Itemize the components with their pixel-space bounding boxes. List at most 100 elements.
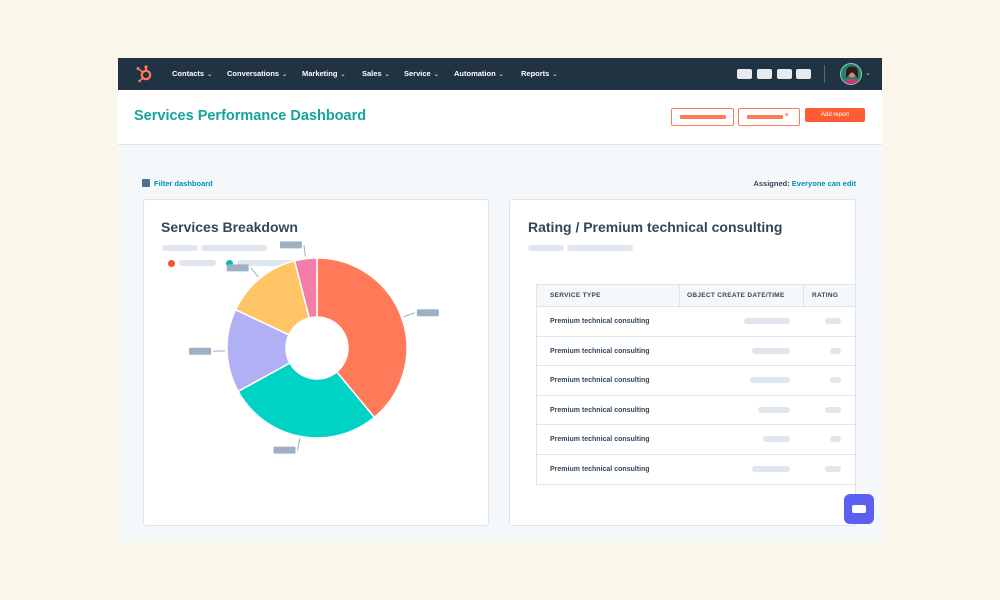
table-header-row: SERVICE TYPE OBJECT CREATE DATE/TIME RAT… bbox=[537, 285, 855, 306]
slice-leader-line bbox=[303, 244, 306, 257]
subtitle-placeholder bbox=[201, 245, 267, 251]
table-row[interactable]: Premium technical consulting bbox=[537, 335, 855, 366]
date-cell-placeholder bbox=[752, 347, 790, 354]
table-row[interactable]: Premium technical consulting bbox=[537, 394, 855, 425]
rating-cell-placeholder bbox=[825, 406, 841, 413]
chevron-down-icon: ⌄ bbox=[498, 72, 504, 78]
table-row[interactable]: Premium technical consulting bbox=[537, 453, 855, 484]
assigned-label: Assigned: bbox=[753, 179, 790, 188]
donut-slice[interactable] bbox=[234, 259, 311, 336]
nav-divider bbox=[824, 65, 825, 83]
assigned-info: Assigned: Everyone can edit bbox=[753, 179, 856, 188]
services-donut-chart[interactable] bbox=[144, 200, 489, 526]
subtitle-placeholder bbox=[528, 245, 564, 251]
nav-item-label: Reports bbox=[521, 69, 550, 78]
actions-button[interactable] bbox=[671, 108, 734, 126]
legend-label-placeholder bbox=[237, 260, 299, 266]
service-type-cell: Premium technical consulting bbox=[550, 347, 650, 355]
table-row[interactable]: Premium technical consulting bbox=[537, 306, 855, 336]
nav-item-conversations[interactable]: Conversations ⌄ bbox=[227, 58, 287, 90]
date-cell-placeholder bbox=[744, 318, 790, 324]
chat-bubble-icon[interactable] bbox=[844, 494, 874, 524]
avatar[interactable] bbox=[840, 63, 862, 85]
slice-leader-line bbox=[297, 438, 301, 451]
page-title: Services Performance Dashboard bbox=[134, 108, 367, 124]
service-type-cell: Premium technical consulting bbox=[550, 465, 650, 473]
legend-dot bbox=[226, 260, 233, 267]
rating-cell-placeholder bbox=[825, 465, 841, 472]
nav-item-service[interactable]: Service ⌄ bbox=[404, 58, 439, 90]
rating-cell-placeholder bbox=[830, 436, 841, 443]
nav-utility-button[interactable] bbox=[737, 69, 752, 79]
slice-label-placeholder bbox=[279, 241, 302, 249]
slice-label-placeholder bbox=[189, 347, 212, 355]
button-label-placeholder bbox=[680, 115, 726, 119]
chevron-down-icon[interactable]: ⌄ bbox=[865, 70, 871, 77]
date-cell-placeholder bbox=[763, 436, 790, 443]
donut-slice[interactable] bbox=[237, 361, 376, 439]
donut-slice[interactable] bbox=[316, 257, 408, 419]
slice-leader-line bbox=[403, 312, 416, 318]
rating-cell-placeholder bbox=[830, 347, 841, 354]
nav-utility-button[interactable] bbox=[796, 69, 811, 79]
nav-item-label: Contacts bbox=[172, 69, 205, 78]
service-type-cell: Premium technical consulting bbox=[550, 436, 650, 444]
nav-item-automation[interactable]: Automation ⌄ bbox=[454, 58, 504, 90]
nav-item-label: Service bbox=[404, 69, 431, 78]
filter-icon bbox=[142, 179, 150, 187]
column-header-service-type[interactable]: SERVICE TYPE bbox=[550, 292, 601, 299]
legend-dot bbox=[168, 260, 175, 267]
service-type-cell: Premium technical consulting bbox=[550, 377, 650, 385]
date-cell-placeholder bbox=[758, 406, 790, 413]
chevron-down-icon: ⌄ bbox=[207, 72, 213, 78]
slice-label-placeholder bbox=[273, 446, 296, 454]
chevron-down-icon: ⌄ bbox=[433, 72, 439, 78]
chevron-down-icon: ⌄ bbox=[384, 72, 390, 78]
table-row[interactable]: Premium technical consulting bbox=[537, 424, 855, 454]
table-row[interactable]: Premium technical consulting bbox=[537, 365, 855, 395]
add-report-button[interactable]: Add report bbox=[805, 108, 865, 122]
sprocket-logo-icon[interactable] bbox=[135, 65, 155, 83]
button-label-placeholder bbox=[747, 115, 783, 119]
nav-item-sales[interactable]: Sales ⌄ bbox=[362, 58, 390, 90]
chat-bubble-glyph bbox=[852, 505, 866, 513]
service-type-cell: Premium technical consulting bbox=[550, 318, 650, 325]
user-avatar-icon bbox=[844, 66, 860, 84]
nav-item-label: Marketing bbox=[302, 69, 338, 78]
rating-cell-placeholder bbox=[825, 318, 841, 324]
chevron-down-icon: ⌄ bbox=[552, 72, 558, 78]
top-navigation-bar: Contacts ⌄ Conversations ⌄ Marketing ⌄ Sale… bbox=[118, 58, 882, 90]
chevron-down-icon: ⌄ bbox=[340, 72, 346, 78]
caret-down-icon: ▾ bbox=[785, 112, 789, 119]
dashboard-header: Services Performance Dashboard ▾ Add rep… bbox=[118, 90, 882, 145]
nav-item-label: Automation bbox=[454, 69, 496, 78]
column-divider bbox=[679, 285, 680, 306]
nav-item-reports[interactable]: Reports ⌄ bbox=[521, 58, 557, 90]
donut-slice[interactable] bbox=[293, 257, 318, 319]
filter-label: Filter dashboard bbox=[154, 179, 213, 188]
nav-item-label: Sales bbox=[362, 69, 382, 78]
rating-cell-placeholder bbox=[830, 377, 841, 384]
filter-dashboard-link[interactable]: Filter dashboard bbox=[142, 179, 213, 188]
nav-item-marketing[interactable]: Marketing ⌄ bbox=[302, 58, 345, 90]
card-title: Services Breakdown bbox=[161, 219, 298, 235]
assigned-value-link[interactable]: Everyone can edit bbox=[791, 179, 856, 188]
column-header-create-date[interactable]: OBJECT CREATE DATE/TIME bbox=[687, 292, 785, 299]
nav-item-label: Conversations bbox=[227, 69, 280, 78]
nav-item-contacts[interactable]: Contacts ⌄ bbox=[172, 58, 212, 90]
nav-utility-button[interactable] bbox=[777, 69, 792, 79]
subtitle-placeholder bbox=[567, 245, 633, 251]
slice-leader-line bbox=[250, 267, 259, 278]
nav-utility-button[interactable] bbox=[757, 69, 772, 79]
slice-label-placeholder bbox=[226, 264, 249, 272]
rating-table: SERVICE TYPE OBJECT CREATE DATE/TIME RAT… bbox=[536, 284, 855, 485]
date-cell-placeholder bbox=[752, 465, 790, 472]
date-cell-placeholder bbox=[750, 377, 790, 384]
slice-label-placeholder bbox=[416, 309, 439, 317]
services-breakdown-card: Services Breakdown bbox=[143, 199, 489, 526]
card-title: Rating / Premium technical consulting bbox=[528, 219, 783, 235]
column-header-rating[interactable]: RATING bbox=[812, 292, 839, 299]
chevron-down-icon: ⌄ bbox=[282, 72, 288, 78]
dropdown-button[interactable]: ▾ bbox=[738, 108, 800, 126]
legend-label-placeholder bbox=[179, 260, 216, 266]
